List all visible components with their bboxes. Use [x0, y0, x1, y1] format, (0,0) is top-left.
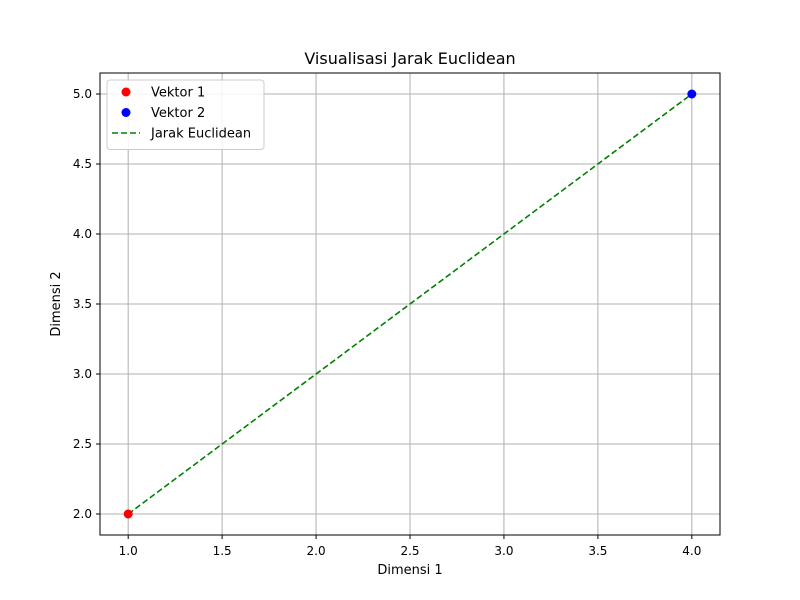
y-tick-label: 4.5: [73, 157, 92, 171]
euclidean-distance-line: [127, 93, 693, 515]
grid-layer: [100, 73, 720, 535]
y-tick-label: 5.0: [73, 87, 92, 101]
x-tick-label: 3.5: [588, 544, 607, 558]
y-tick-label: 2.5: [73, 437, 92, 451]
x-tick-label: 2.0: [307, 544, 326, 558]
legend-marker: [121, 87, 131, 97]
x-tick-label: 3.0: [494, 544, 513, 558]
y-tick-label: 4.0: [73, 227, 92, 241]
legend: Vektor 1 Vektor 2 Jarak Euclidean: [106, 79, 265, 150]
legend-marker: [121, 108, 131, 117]
y-tick-label: 3.5: [73, 297, 92, 311]
legend-label: Jarak Euclidean: [150, 127, 251, 142]
x-tick-label: 1.5: [213, 544, 232, 558]
legend-label: Vektor 1: [151, 86, 205, 101]
scatter-point-vektor-1: [123, 509, 133, 519]
x-tick-label: 1.0: [119, 544, 138, 558]
y-tick-label: 2.0: [73, 507, 92, 521]
chart-title: Visualisasi Jarak Euclidean: [304, 49, 515, 68]
legend-box: [106, 79, 265, 150]
data-layer: [123, 89, 697, 519]
tick-layer: 1.0 1.5 2.0 2.5 3.0 3.5 4.0 2.0 2.5 3.0 3.5 4.0 4.5 5…: [73, 87, 701, 558]
x-tick-label: 2.5: [400, 544, 419, 558]
legend-label: Vektor 2: [151, 106, 205, 121]
scatter-point-vektor-2: [687, 89, 697, 99]
y-tick-label: 3.0: [73, 367, 92, 381]
x-axis-label: Dimensi 1: [377, 563, 442, 578]
y-axis-label: Dimensi 2: [49, 271, 64, 336]
x-tick-label: 4.0: [682, 544, 701, 558]
